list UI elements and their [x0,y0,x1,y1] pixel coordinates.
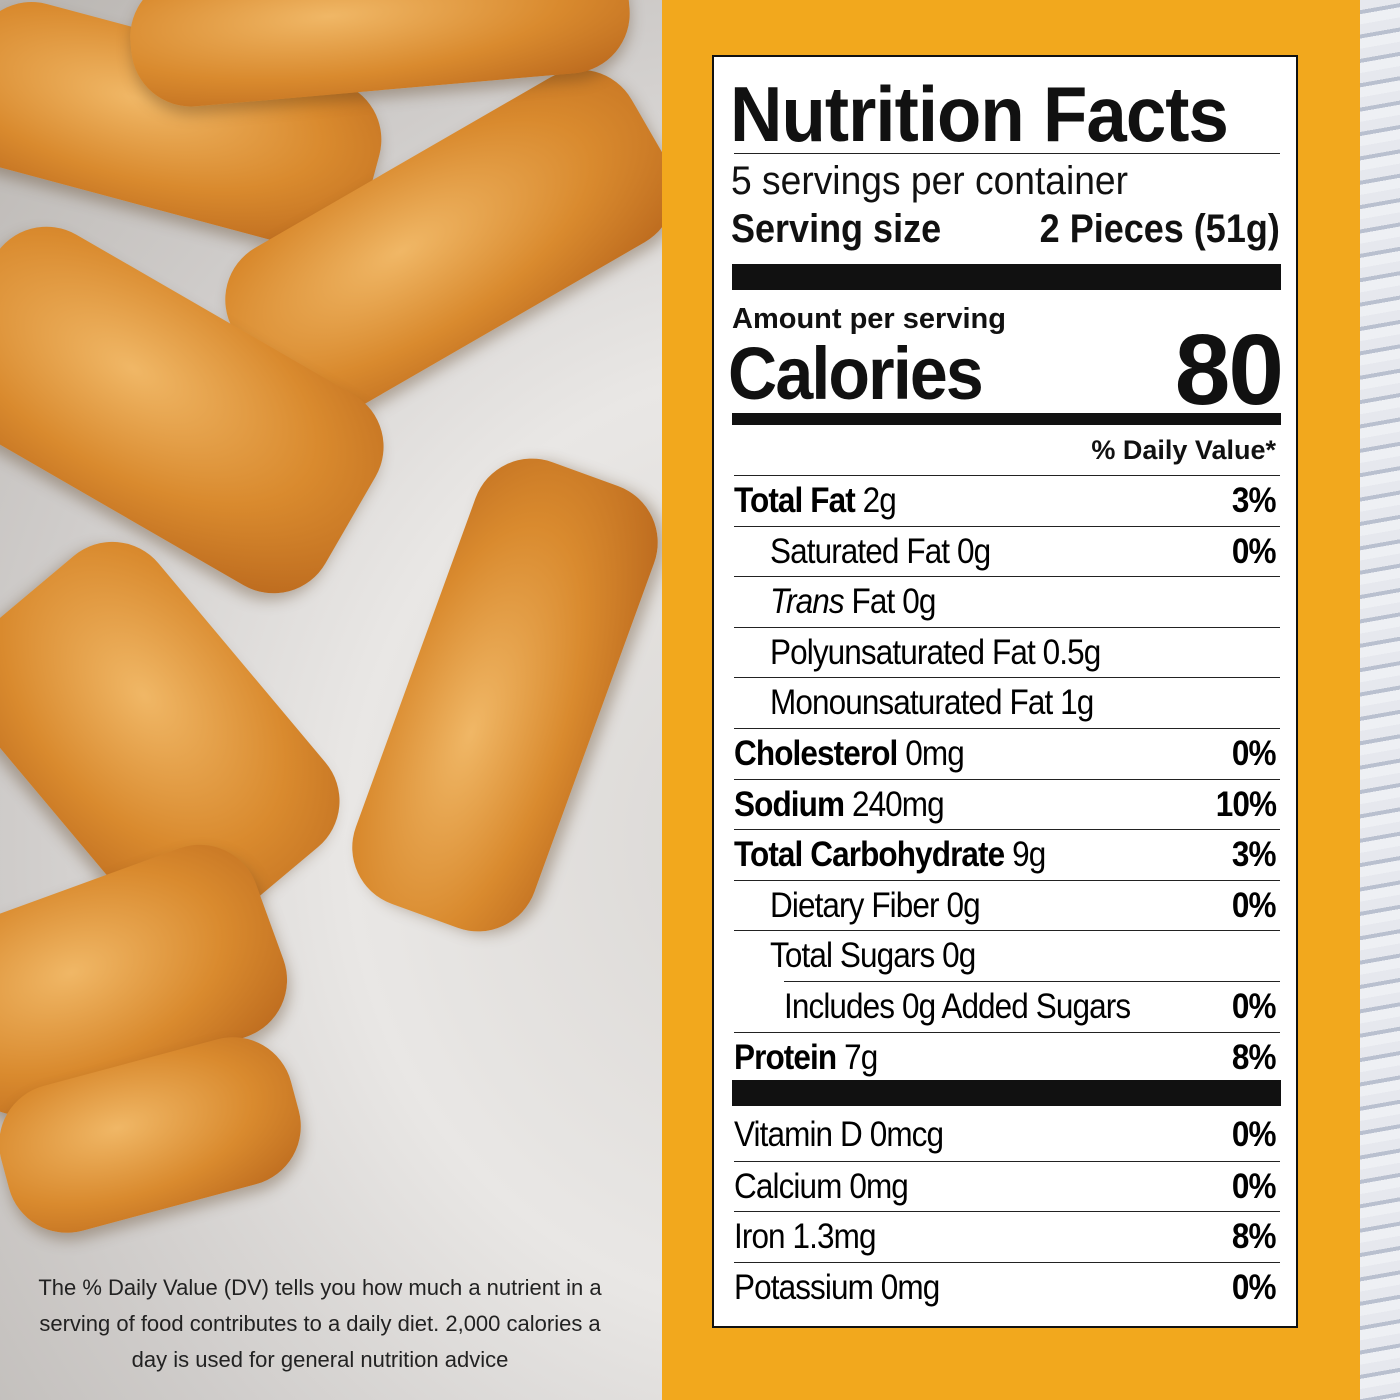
nutrient-name: Includes 0g Added Sugars [784,982,1131,1032]
calories-value: 80 [1174,314,1284,426]
nutrient-bold-name: Cholesterol [734,734,898,773]
nutrient-amount: 0mg [897,734,964,773]
nutrient-name: Trans Fat 0g [770,577,937,627]
nutrient-italic-name: Trans [770,582,845,622]
calories-label: Calories [728,332,984,415]
thick-divider [732,1080,1281,1106]
vitamin-name: Vitamin D 0mcg [734,1115,944,1154]
nutrient-row: Total Sugars 0g [734,930,1280,980]
nutrient-row: Monounsaturated Fat 1g [734,677,1280,727]
nutrient-daily-value: 3% [1232,481,1277,520]
nutrient-name: Total Sugars 0g [770,931,976,981]
medium-divider [732,413,1281,425]
nutrient-row: Saturated Fat 0g 0% [734,525,1280,577]
nutrition-facts-label: Nutrition Facts 5 servings per container… [712,55,1298,1328]
serving-size-label: Serving size [731,207,942,251]
vitamin-row: Vitamin D 0mcg 0% [734,1110,1280,1160]
vitamin-row: Potassium 0mg 0% [734,1261,1280,1312]
daily-value-footnote: The % Daily Value (DV) tells you how muc… [38,1275,602,1372]
nutrient-name: Polyunsaturated Fat 0.5g [770,628,1101,678]
vitamin-daily-value: 8% [1232,1217,1277,1257]
nutrient-name: Saturated Fat 0g [770,527,991,577]
daily-value-header: % Daily Value* [1091,435,1276,465]
vitamin-daily-value: 0% [1232,1115,1277,1154]
nutrient-amount: Fat 0g [843,582,937,622]
thick-divider [732,264,1281,290]
nutrient-row: Polyunsaturated Fat 0.5g [734,626,1280,678]
nutrient-amount: Polyunsaturated Fat 0.5g [770,632,1101,672]
nutrient-name: Total Fat 2g [734,476,897,526]
striped-cloth [1360,0,1400,1400]
nutrient-daily-value: 0% [1232,734,1277,773]
nutrient-amount: Total Sugars 0g [770,936,976,976]
chicken-tenders-photo: The % Daily Value (DV) tells you how muc… [0,0,670,1400]
nutrient-row: Dietary Fiber 0g 0% [734,879,1280,931]
nutrient-amount: Dietary Fiber 0g [770,885,981,925]
vitamin-daily-value: 0% [1232,1267,1277,1307]
nutrient-amount: Saturated Fat 0g [770,531,991,571]
serving-size-value: 2 Pieces (51g) [1039,207,1280,251]
nutrient-row: Total Carbohydrate 9g 3% [734,829,1280,879]
nutrient-daily-value: 0% [1232,531,1277,571]
divider [734,153,1280,154]
nutrient-daily-value: 3% [1232,835,1277,875]
vitamin-row: Iron 1.3mg 8% [734,1211,1280,1261]
nutrient-amount: 240mg [844,784,945,824]
vitamin-name: Calcium 0mg [734,1166,909,1206]
nutrient-amount: Includes 0g Added Sugars [784,987,1131,1026]
nutrient-name: Protein 7g [734,1033,878,1083]
nutrient-name: Cholesterol 0mg [734,729,965,779]
nutrient-row: Total Fat 2g 3% [734,475,1280,525]
nutrient-row: Protein 7g 8% [734,1031,1280,1083]
vitamin-daily-value: 0% [1232,1166,1277,1206]
nutrient-bold-name: Protein [734,1037,837,1077]
label-title: Nutrition Facts [730,70,1229,158]
nutrient-name: Monounsaturated Fat 1g [770,678,1094,728]
nutrient-bold-name: Sodium [734,784,845,824]
nutrient-daily-value: 0% [1232,885,1277,925]
nutrient-bold-name: Total Fat [734,481,856,520]
servings-per-container: 5 servings per container [731,159,1129,203]
vitamin-name: Potassium 0mg [734,1267,940,1307]
nutrient-amount: 2g [854,481,897,520]
nutrient-name: Total Carbohydrate 9g [734,830,1046,880]
amount-per-serving: Amount per serving [732,303,1006,335]
nutrient-row: Trans Fat 0g [734,576,1280,626]
nutrient-amount: 9g [1004,835,1046,875]
nutrient-amount: Monounsaturated Fat 1g [770,683,1094,723]
nutrient-name: Sodium 240mg [734,780,945,830]
nutrient-row: Includes 0g Added Sugars 0% [784,981,1280,1031]
nutrient-bold-name: Total Carbohydrate [734,835,1005,875]
vitamin-name: Iron 1.3mg [734,1217,876,1257]
nutrient-daily-value: 10% [1215,784,1277,824]
nutrient-row: Cholesterol 0mg 0% [734,728,1280,778]
vitamin-row: Calcium 0mg 0% [734,1160,1280,1211]
nutrient-amount: 7g [836,1037,878,1077]
nutrient-daily-value: 8% [1232,1037,1277,1077]
nutrient-row: Sodium 240mg 10% [734,778,1280,830]
nutrient-name: Dietary Fiber 0g [770,881,981,931]
nutrient-daily-value: 0% [1232,987,1277,1026]
